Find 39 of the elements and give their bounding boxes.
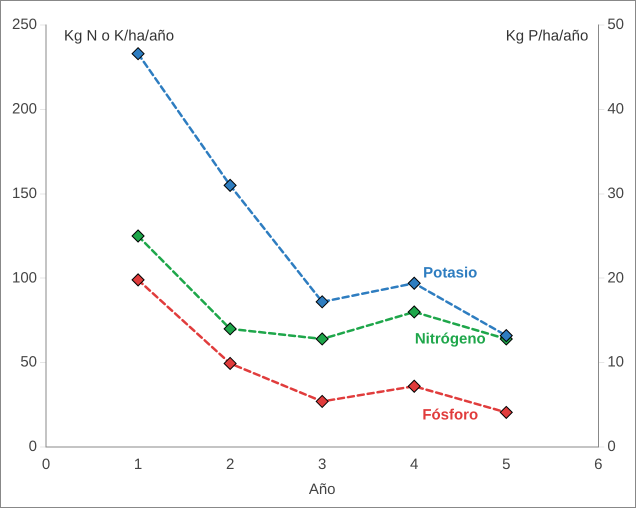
point bbox=[224, 322, 237, 336]
y-tick-label: 200 bbox=[12, 100, 38, 118]
point bbox=[316, 295, 329, 308]
y-tick-label: 50 bbox=[20, 354, 38, 371]
y2-tick-label: 50 bbox=[607, 16, 624, 34]
x-tick-label: 3 bbox=[318, 456, 326, 474]
y2-tick-label: 10 bbox=[607, 354, 624, 371]
y-tick-label: 250 bbox=[12, 16, 38, 34]
y2-tick-label: 20 bbox=[607, 269, 624, 286]
point bbox=[132, 230, 145, 242]
point bbox=[316, 332, 329, 346]
x-tick-label: 4 bbox=[410, 456, 418, 474]
x-tick-label: 6 bbox=[594, 456, 602, 474]
x-tick-label: 2 bbox=[226, 456, 234, 474]
y2-tick-label: 30 bbox=[607, 184, 624, 202]
y2-tick-label: 0 bbox=[607, 438, 616, 456]
point bbox=[500, 406, 513, 419]
y2-axis-title: Kg P/ha/año bbox=[506, 28, 588, 45]
y-tick-label: 100 bbox=[12, 269, 38, 286]
series-label: Fósforo bbox=[422, 406, 478, 424]
point bbox=[224, 178, 237, 192]
point bbox=[132, 273, 145, 286]
point bbox=[408, 380, 421, 393]
point bbox=[408, 305, 421, 318]
x-tick-label: 5 bbox=[502, 456, 510, 474]
point bbox=[224, 356, 237, 370]
point bbox=[316, 394, 329, 408]
point bbox=[500, 329, 513, 342]
point bbox=[132, 47, 145, 60]
y2-tick-label: 40 bbox=[607, 100, 624, 118]
y-axis-title: Kg N o K/ha/año bbox=[64, 28, 174, 45]
x-tick-label: 0 bbox=[42, 456, 50, 474]
x-tick-label: 1 bbox=[134, 456, 142, 474]
series-label: Potasio bbox=[423, 264, 478, 282]
y-tick-label: 0 bbox=[28, 438, 38, 456]
point bbox=[408, 276, 421, 290]
series-label: Nitrógeno bbox=[414, 330, 486, 348]
x-axis-title: Año bbox=[308, 481, 336, 498]
y-tick-label: 150 bbox=[12, 184, 38, 202]
